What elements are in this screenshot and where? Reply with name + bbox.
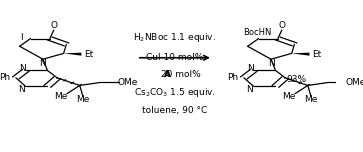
Text: Me: Me — [76, 95, 90, 104]
Text: OMe: OMe — [117, 78, 138, 87]
Text: O: O — [50, 21, 58, 30]
Text: Cs$_2$CO$_3$ 1.5 equiv.: Cs$_2$CO$_3$ 1.5 equiv. — [134, 86, 216, 99]
Text: N: N — [247, 64, 254, 73]
Text: Ph: Ph — [227, 73, 238, 82]
Polygon shape — [64, 53, 81, 56]
Text: A: A — [164, 70, 171, 79]
Text: N: N — [19, 64, 26, 73]
Text: Ph: Ph — [0, 73, 10, 82]
Text: OMe: OMe — [345, 78, 363, 87]
Text: BocHN: BocHN — [243, 28, 271, 37]
Text: N: N — [40, 59, 46, 67]
Text: toluene, 90 °C: toluene, 90 °C — [142, 106, 207, 116]
Text: Et: Et — [84, 50, 93, 59]
Text: 93%: 93% — [287, 74, 307, 84]
Text: N: N — [268, 59, 274, 67]
Text: N: N — [18, 85, 25, 94]
Text: 20 mol%: 20 mol% — [160, 70, 200, 79]
Text: CuI 10 mol%: CuI 10 mol% — [146, 52, 203, 62]
Text: I: I — [20, 33, 23, 42]
Polygon shape — [291, 53, 309, 56]
Text: O: O — [279, 21, 286, 30]
Text: H$_2$NBoc 1.1 equiv.: H$_2$NBoc 1.1 equiv. — [133, 31, 216, 44]
Text: N: N — [246, 85, 253, 94]
Text: Me: Me — [282, 92, 295, 101]
Text: Me: Me — [54, 92, 67, 101]
Text: Et: Et — [312, 50, 321, 59]
Text: Me: Me — [304, 95, 318, 104]
